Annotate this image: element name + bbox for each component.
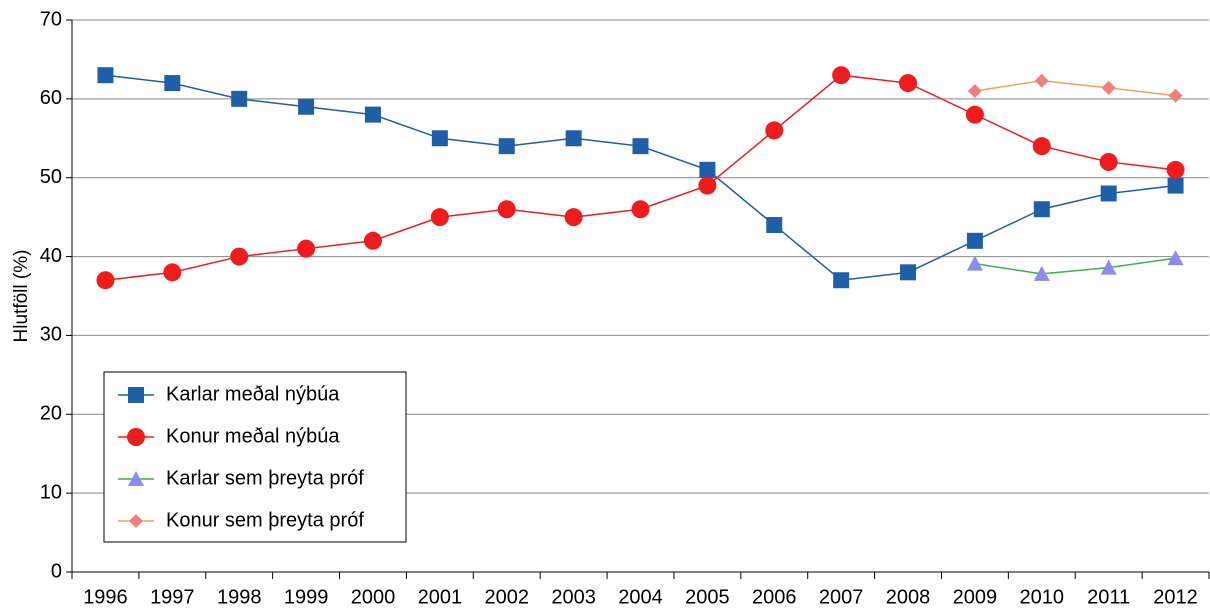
x-tick-label: 1999: [284, 586, 329, 608]
x-tick-label: 2006: [752, 586, 797, 608]
data-point: [431, 130, 448, 147]
legend-marker: [127, 428, 145, 446]
legend-label: Karlar sem þreyta próf: [166, 467, 364, 489]
legend-marker: [129, 514, 143, 528]
y-axis-label: Hlutföll (%): [11, 250, 32, 343]
x-tick-label: 2001: [418, 586, 463, 608]
y-tick-label: 10: [40, 481, 62, 503]
data-point: [631, 200, 650, 219]
data-point: [832, 66, 851, 85]
data-point: [765, 121, 784, 140]
data-point: [1167, 250, 1184, 266]
x-tick-label: 1998: [217, 586, 262, 608]
data-point: [497, 200, 516, 219]
data-point: [565, 130, 582, 147]
data-point: [564, 208, 583, 227]
x-tick-label: 2009: [953, 586, 998, 608]
data-point: [900, 264, 917, 281]
series-line: [974, 79, 1176, 97]
legend: Karlar meðal nýbúa Konur meðal nýbúa Karla…: [103, 371, 407, 543]
data-point: [164, 75, 181, 92]
data-point: [1032, 137, 1051, 156]
legend-box: [103, 371, 407, 543]
series-line: [974, 257, 1176, 275]
x-tick-label: 2005: [685, 586, 730, 608]
data-point: [1033, 265, 1050, 281]
legend-label: Karlar meðal nýbúa: [166, 383, 340, 405]
x-tick-label: 2000: [351, 586, 396, 608]
data-point: [363, 231, 382, 250]
y-tick-label: 20: [40, 403, 62, 425]
data-point: [1100, 259, 1117, 275]
legend-marker: [128, 387, 144, 403]
data-point: [966, 255, 983, 271]
x-tick-label: 2010: [1020, 586, 1065, 608]
x-tick-label: 2011: [1087, 586, 1130, 608]
data-point: [699, 161, 716, 178]
data-point: [1168, 88, 1183, 103]
data-point: [1100, 185, 1117, 202]
data-point: [899, 74, 918, 93]
data-point: [965, 105, 984, 124]
data-point: [364, 106, 381, 123]
data-point: [298, 98, 315, 115]
data-point: [1033, 201, 1050, 218]
data-point: [1167, 177, 1184, 194]
data-point: [698, 176, 717, 195]
y-tick-label: 50: [40, 166, 62, 188]
x-tick-label: 1996: [83, 586, 128, 608]
data-point: [1166, 160, 1185, 179]
data-point: [231, 90, 248, 107]
data-point: [297, 239, 316, 258]
x-tick-label: 2012: [1153, 586, 1198, 608]
data-point: [163, 263, 182, 282]
legend-marker: [128, 471, 144, 486]
data-point: [430, 208, 449, 227]
legend-label: Konur meðal nýbúa: [166, 425, 340, 447]
data-point: [230, 247, 249, 266]
data-point: [966, 232, 983, 249]
x-tick-label: 2002: [484, 586, 529, 608]
x-tick-label: 2008: [886, 586, 931, 608]
data-point: [498, 138, 515, 155]
data-point: [967, 83, 982, 98]
x-tick-label: 2004: [618, 586, 663, 608]
y-tick-label: 30: [40, 324, 62, 346]
data-point: [833, 272, 850, 289]
y-tick-label: 0: [51, 560, 62, 582]
x-tick-label: 2003: [551, 586, 596, 608]
data-point: [1099, 152, 1118, 171]
data-point: [766, 217, 783, 234]
y-tick-label: 40: [40, 245, 62, 267]
data-point: [1101, 80, 1116, 95]
y-tick-label: 60: [40, 87, 62, 109]
data-point: [1034, 73, 1049, 88]
legend-label: Konur sem þreyta próf: [166, 509, 364, 531]
data-point: [96, 271, 115, 290]
x-tick-label: 1997: [150, 586, 195, 608]
x-tick-label: 2007: [819, 586, 864, 608]
y-tick-label: 70: [40, 8, 62, 30]
data-point: [97, 67, 114, 84]
data-point: [632, 138, 649, 155]
